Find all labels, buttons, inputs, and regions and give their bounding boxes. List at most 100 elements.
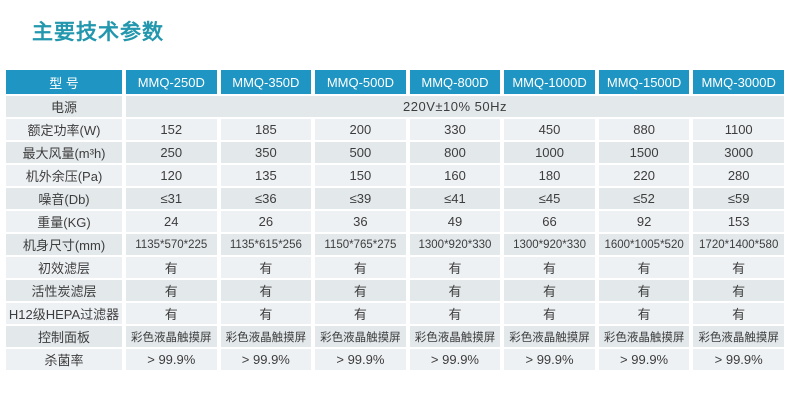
data-cell: 1135*615*256	[220, 234, 312, 255]
data-cell: 1135*570*225	[126, 234, 217, 255]
data-cell: 有	[693, 303, 784, 324]
data-cell: 有	[693, 280, 784, 301]
data-cell: 彩色液晶触摸屏	[693, 326, 784, 347]
spec-table-header: 型 号 MMQ-250D MMQ-350D MMQ-500D MMQ-800D …	[6, 70, 784, 94]
data-cell: 1600*1005*520	[598, 234, 690, 255]
data-cell: > 99.9%	[409, 349, 501, 370]
row-label-cell: 活性炭滤层	[6, 280, 122, 301]
data-cell: 500	[315, 142, 406, 163]
header-cell-mmq800d: MMQ-800D	[409, 70, 501, 94]
row-label-cell: 最大风量(m³h)	[6, 142, 122, 163]
table-row: 初效滤层有有有有有有有	[6, 257, 784, 278]
table-row: 额定功率(W) 152 185 200 330 450 880 1100	[6, 119, 784, 140]
data-cell: 26	[220, 211, 312, 232]
row-label-cell: 电源	[6, 96, 122, 117]
row-label-cell: H12级HEPA过滤器	[6, 303, 122, 324]
row-label-cell: 噪音(Db)	[6, 188, 122, 209]
data-cell: ≤39	[315, 188, 406, 209]
data-cell: > 99.9%	[220, 349, 312, 370]
data-cell: 1100	[693, 119, 784, 140]
table-row: 重量(KG) 24 26 36 49 66 92 153	[6, 211, 784, 232]
data-cell: 有	[504, 303, 595, 324]
data-cell: ≤52	[598, 188, 690, 209]
data-cell: 有	[315, 280, 406, 301]
header-cell-model: 型 号	[6, 70, 122, 94]
data-cell: 有	[126, 303, 217, 324]
data-cell: 有	[598, 257, 690, 278]
row-label-cell: 机外余压(Pa)	[6, 165, 122, 186]
data-cell: 彩色液晶触摸屏	[409, 326, 501, 347]
data-cell: 彩色液晶触摸屏	[315, 326, 406, 347]
header-cell-mmq3000d: MMQ-3000D	[693, 70, 784, 94]
header-cell-mmq500d: MMQ-500D	[315, 70, 406, 94]
table-row-power: 电源 220V±10% 50Hz	[6, 96, 784, 117]
data-cell: 有	[220, 257, 312, 278]
row-label-cell: 杀菌率	[6, 349, 122, 370]
data-cell: 24	[126, 211, 217, 232]
row-label-cell: 重量(KG)	[6, 211, 122, 232]
data-cell: 350	[220, 142, 312, 163]
data-cell: 49	[409, 211, 501, 232]
table-row: 控制面板 彩色液晶触摸屏 彩色液晶触摸屏 彩色液晶触摸屏 彩色液晶触摸屏 彩色液晶触摸屏彩…	[6, 326, 784, 347]
row-label-cell: 初效滤层	[6, 257, 122, 278]
data-cell: 有	[315, 257, 406, 278]
data-cell: 92	[598, 211, 690, 232]
data-cell: 800	[409, 142, 501, 163]
data-cell: 有	[598, 303, 690, 324]
data-cell: 185	[220, 119, 312, 140]
header-cell-mmq250d: MMQ-250D	[126, 70, 217, 94]
row-label-cell: 机身尺寸(mm)	[6, 234, 122, 255]
data-cell: 330	[409, 119, 501, 140]
data-cell: 有	[504, 280, 595, 301]
data-cell: 彩色液晶触摸屏	[220, 326, 312, 347]
table-row: H12级HEPA过滤器有有有有有有有	[6, 303, 784, 324]
header-cell-mmq350d: MMQ-350D	[220, 70, 312, 94]
data-cell: 150	[315, 165, 406, 186]
data-cell: 1720*1400*580	[693, 234, 784, 255]
table-row: 机外余压(Pa) 120 135 150 160 180 220 280	[6, 165, 784, 186]
data-cell: 153	[693, 211, 784, 232]
data-cell: 1000	[504, 142, 595, 163]
data-cell: 彩色液晶触摸屏	[598, 326, 690, 347]
data-cell: 36	[315, 211, 406, 232]
data-cell: 66	[504, 211, 595, 232]
data-cell: ≤41	[409, 188, 501, 209]
data-cell: 120	[126, 165, 217, 186]
header-row: 型 号 MMQ-250D MMQ-350D MMQ-500D MMQ-800D …	[6, 70, 784, 94]
table-row: 噪音(Db) ≤31 ≤36 ≤39 ≤41 ≤45 ≤52 ≤59	[6, 188, 784, 209]
data-cell: 3000	[693, 142, 784, 163]
data-cell: 180	[504, 165, 595, 186]
page-title: 主要技术参数	[32, 21, 164, 44]
data-cell: ≤45	[504, 188, 595, 209]
data-cell: > 99.9%	[504, 349, 595, 370]
data-cell: 160	[409, 165, 501, 186]
data-cell: 152	[126, 119, 217, 140]
data-cell: 有	[126, 280, 217, 301]
header-cell-mmq1000d: MMQ-1000D	[504, 70, 595, 94]
data-cell: 1300*920*330	[504, 234, 595, 255]
row-label-cell: 额定功率(W)	[6, 119, 122, 140]
data-cell: 有	[315, 303, 406, 324]
table-row: 活性炭滤层有有有有有有有	[6, 280, 784, 301]
spec-table-body: 电源 220V±10% 50Hz 额定功率(W) 152 185 200 330 450 8…	[6, 96, 784, 370]
data-cell: 有	[504, 257, 595, 278]
data-cell: 880	[598, 119, 690, 140]
data-cell: 有	[598, 280, 690, 301]
data-cell: 有	[220, 280, 312, 301]
data-cell: ≤36	[220, 188, 312, 209]
table-row: 最大风量(m³h) 250 350 500 800 1000 1500 3000	[6, 142, 784, 163]
data-cell: 1500	[598, 142, 690, 163]
data-cell: 有	[693, 257, 784, 278]
table-row: 杀菌率 > 99.9% > 99.9% > 99.9% > 99.9% > 99.9% > …	[6, 349, 784, 370]
data-cell: 1300*920*330	[409, 234, 501, 255]
data-cell: 200	[315, 119, 406, 140]
data-cell: 有	[220, 303, 312, 324]
data-cell: 有	[409, 303, 501, 324]
data-cell: 有	[126, 257, 217, 278]
data-cell: 250	[126, 142, 217, 163]
data-cell: > 99.9%	[126, 349, 217, 370]
data-cell: 彩色液晶触摸屏	[126, 326, 217, 347]
data-cell: ≤31	[126, 188, 217, 209]
data-cell: ≤59	[693, 188, 784, 209]
